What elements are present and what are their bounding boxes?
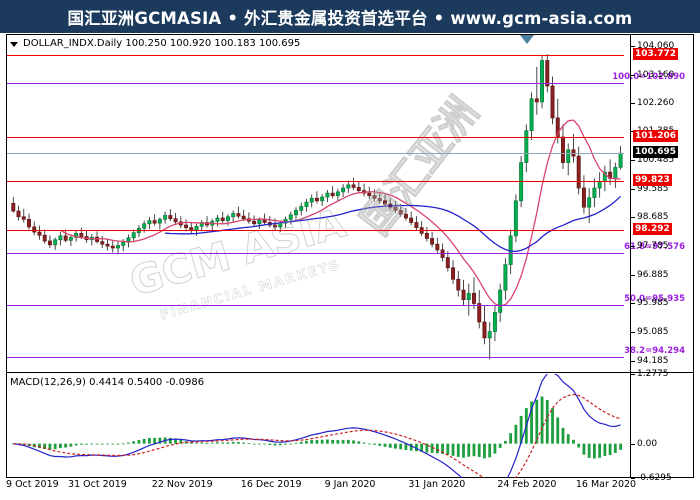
axis-tick-label: 95.985 — [637, 298, 669, 309]
date-axis-label: 22 Nov 2019 — [151, 479, 213, 490]
fib-line — [7, 357, 624, 359]
fib-label: 50.0=95.935 — [624, 293, 685, 304]
macd-axis-tick-label: -0.6295 — [637, 473, 672, 483]
fib-line — [7, 252, 624, 254]
axis-tick-mark — [631, 74, 635, 76]
symbol-label: DOLLAR_INDX.Daily 100.250 100.920 100.18… — [23, 38, 301, 49]
axis-tick-mark — [631, 332, 635, 334]
resistance-line — [7, 136, 624, 138]
resistance-line — [7, 180, 624, 182]
fib-label: 61.8=97.576 — [624, 241, 685, 252]
macd-plot-svg — [11, 374, 622, 478]
axis-tick-label: 100.485 — [637, 154, 675, 165]
axis-tick-label: 97.785 — [637, 240, 669, 251]
macd-axis-tick-label: 0.00 — [637, 438, 658, 449]
axis-tick-mark — [631, 45, 635, 47]
axis-tick-label: 103.160 — [637, 69, 675, 80]
axis-tick-mark — [631, 217, 635, 219]
fib-label: 38.2=94.294 — [624, 346, 685, 357]
resistance-line — [7, 229, 624, 231]
symbol-legend[interactable]: DOLLAR_INDX.Daily 100.250 100.920 100.18… — [10, 38, 300, 49]
axis-tick-label: 95.085 — [637, 327, 669, 338]
price-axis[interactable]: 104.060103.160102.260101.385100.48599.58… — [631, 35, 694, 483]
axis-tick-label: 99.585 — [637, 183, 669, 194]
fib-line — [7, 83, 624, 85]
level-price-badge: 99.823 — [633, 173, 672, 186]
axis-tick-mark — [631, 360, 635, 362]
macd-axis-tick-mark — [631, 478, 635, 479]
axis-tick-label: 94.185 — [637, 355, 669, 366]
axis-tick-mark — [631, 159, 635, 161]
level-price-badge: 101.206 — [633, 129, 678, 142]
site-banner: 国汇亚洲GCMASIA • 外汇贵金属投资首选平台 • www.gcm-asia… — [0, 0, 700, 33]
date-axis: 9 Oct 2019 31 Oct 2019 22 Nov 2019 16 Dec 2… — [6, 479, 694, 499]
axis-tick-label: 98.685 — [637, 212, 669, 223]
fib-label: 100.0=102.890 — [612, 72, 685, 83]
macd-pane[interactable]: MACD(12,26,9) 0.4414 0.5400 -0.0986 — [7, 374, 693, 478]
current-price-badge: 100.695 — [633, 146, 678, 159]
date-axis-label: 9 Oct 2019 — [6, 479, 59, 490]
axis-tick-mark — [631, 274, 635, 276]
axis-tick-mark — [631, 188, 635, 190]
macd-legend: MACD(12,26,9) 0.4414 0.5400 -0.0986 — [10, 377, 205, 388]
axis-separator — [630, 35, 631, 478]
price-candles-svg — [11, 54, 623, 360]
level-price-badge: 98.292 — [633, 222, 672, 235]
axis-tick-mark — [631, 103, 635, 105]
date-axis-label: 31 Jan 2020 — [408, 479, 466, 490]
macd-axis-tick-label: 1.2775 — [637, 369, 669, 379]
triangle-down-icon[interactable] — [10, 42, 18, 47]
axis-tick-label: 96.885 — [637, 269, 669, 280]
macd-axis-tick-mark — [631, 443, 635, 445]
axis-tick-mark — [631, 303, 635, 305]
level-price-badge: 103.772 — [633, 48, 678, 61]
fib-line — [7, 304, 624, 306]
date-axis-label: 16 Dec 2019 — [240, 479, 302, 490]
crosshair-marker-icon — [520, 35, 534, 44]
price-pane[interactable]: GCM ASIA FINANCIAL MARKETS 国汇亚洲 100.0=10… — [7, 35, 693, 373]
chart-frame: GCM ASIA FINANCIAL MARKETS 国汇亚洲 100.0=10… — [6, 34, 694, 483]
axis-tick-mark — [631, 245, 635, 247]
axis-tick-label: 102.260 — [637, 98, 675, 109]
crosshair-line — [7, 153, 624, 155]
date-axis-label: 31 Oct 2019 — [68, 479, 127, 490]
resistance-line — [7, 55, 624, 57]
date-axis-label: 16 Mar 2020 — [575, 479, 637, 490]
date-axis-label: 24 Feb 2020 — [497, 479, 557, 490]
macd-axis-tick-mark — [631, 374, 635, 375]
date-axis-label: 9 Jan 2020 — [324, 479, 376, 490]
banner-title: 国汇亚洲GCMASIA • 外汇贵金属投资首选平台 • www.gcm-asia… — [67, 8, 633, 28]
axis-tick-label: 104.060 — [637, 40, 675, 51]
